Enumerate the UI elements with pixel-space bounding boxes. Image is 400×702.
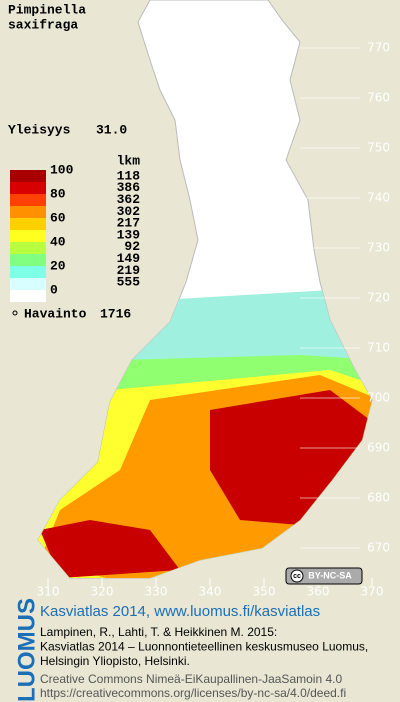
scale-label: 0 xyxy=(50,282,58,297)
legend-swatch xyxy=(10,266,46,278)
easting-label: 320 xyxy=(91,585,114,599)
northing-label: 750 xyxy=(367,141,390,155)
count: 149 xyxy=(117,251,141,266)
northing-label: 710 xyxy=(367,341,390,355)
count: 139 xyxy=(117,227,141,242)
easting-label: 310 xyxy=(37,585,60,599)
northing-label: 740 xyxy=(367,191,390,205)
legend-swatch xyxy=(10,278,46,290)
count: 386 xyxy=(117,180,141,195)
license-badge: BY-NC-SA xyxy=(308,570,352,580)
legend-swatch xyxy=(10,230,46,242)
count: 92 xyxy=(124,239,140,254)
count: 219 xyxy=(117,263,141,278)
count: 118 xyxy=(117,168,141,183)
observation-value: 1716 xyxy=(100,306,131,321)
count: 302 xyxy=(117,204,141,219)
cc-text: cc xyxy=(293,573,301,580)
legend-swatch xyxy=(10,170,46,182)
northing-label: 760 xyxy=(367,91,390,105)
legend-swatch xyxy=(10,194,46,206)
scale-label: 100 xyxy=(50,162,74,177)
legend-swatch-zero xyxy=(10,290,46,302)
northing-label: 670 xyxy=(367,541,390,555)
legend-swatch xyxy=(10,242,46,254)
footer: Lampinen, R., Lahti, T. & Heikkinen M. 2… xyxy=(40,625,368,700)
brand: LUOMUS xyxy=(13,598,40,702)
count: 217 xyxy=(117,216,140,231)
frequency-label: Yleisyys xyxy=(8,122,71,137)
observation-symbol xyxy=(12,310,18,316)
count: 362 xyxy=(117,192,141,207)
legend-swatch xyxy=(10,206,46,218)
license-line: https://creativecommons.org/licenses/by-… xyxy=(40,686,346,700)
scale-label: 20 xyxy=(50,258,66,273)
legend-swatch xyxy=(10,254,46,266)
scale-label: 60 xyxy=(50,210,66,225)
legend: 100 80 60 40 20 0 1183863623022171399214921955… xyxy=(10,162,140,302)
easting-label: 360 xyxy=(307,585,330,599)
citation-line: Helsingin Yliopisto, Helsinki. xyxy=(40,654,190,668)
northing-label: 700 xyxy=(367,391,390,405)
easting-label: 370 xyxy=(361,585,384,599)
cc-badge: cc BY-NC-SA xyxy=(285,567,363,585)
scale-label: 40 xyxy=(50,234,66,249)
easting-label: 340 xyxy=(199,585,222,599)
count: 555 xyxy=(117,275,141,290)
northing-label: 690 xyxy=(367,441,390,455)
frequency-value: 31.0 xyxy=(96,122,127,137)
northing-label: 720 xyxy=(367,291,390,305)
citation-line: Kasviatlas 2014 – Luonnontieteellinen ke… xyxy=(40,640,368,654)
footer-title: Kasviatlas 2014, www.luomus.fi/kasviatla… xyxy=(40,603,320,620)
citation-line: Lampinen, R., Lahti, T. & Heikkinen M. 2… xyxy=(40,625,277,639)
genus: Pimpinella xyxy=(8,2,86,17)
easting-label: 330 xyxy=(145,585,168,599)
legend-swatch xyxy=(10,218,46,230)
scale-label: 80 xyxy=(50,186,66,201)
northing-label: 730 xyxy=(367,241,390,255)
easting-label: 350 xyxy=(253,585,276,599)
observation-label: Havainto xyxy=(24,306,87,321)
count-header: lkm xyxy=(117,153,141,168)
northing-label: 680 xyxy=(367,491,390,505)
legend-swatch xyxy=(10,182,46,194)
license-line: Creative Commons Nimeä-EiKaupallinen-Jaa… xyxy=(40,672,342,686)
species: saxifraga xyxy=(8,17,78,32)
grid: 770 760 750 740 730 720 710 700 690 680 670 310 320 3… xyxy=(37,41,390,599)
northing-label: 770 xyxy=(367,41,390,55)
